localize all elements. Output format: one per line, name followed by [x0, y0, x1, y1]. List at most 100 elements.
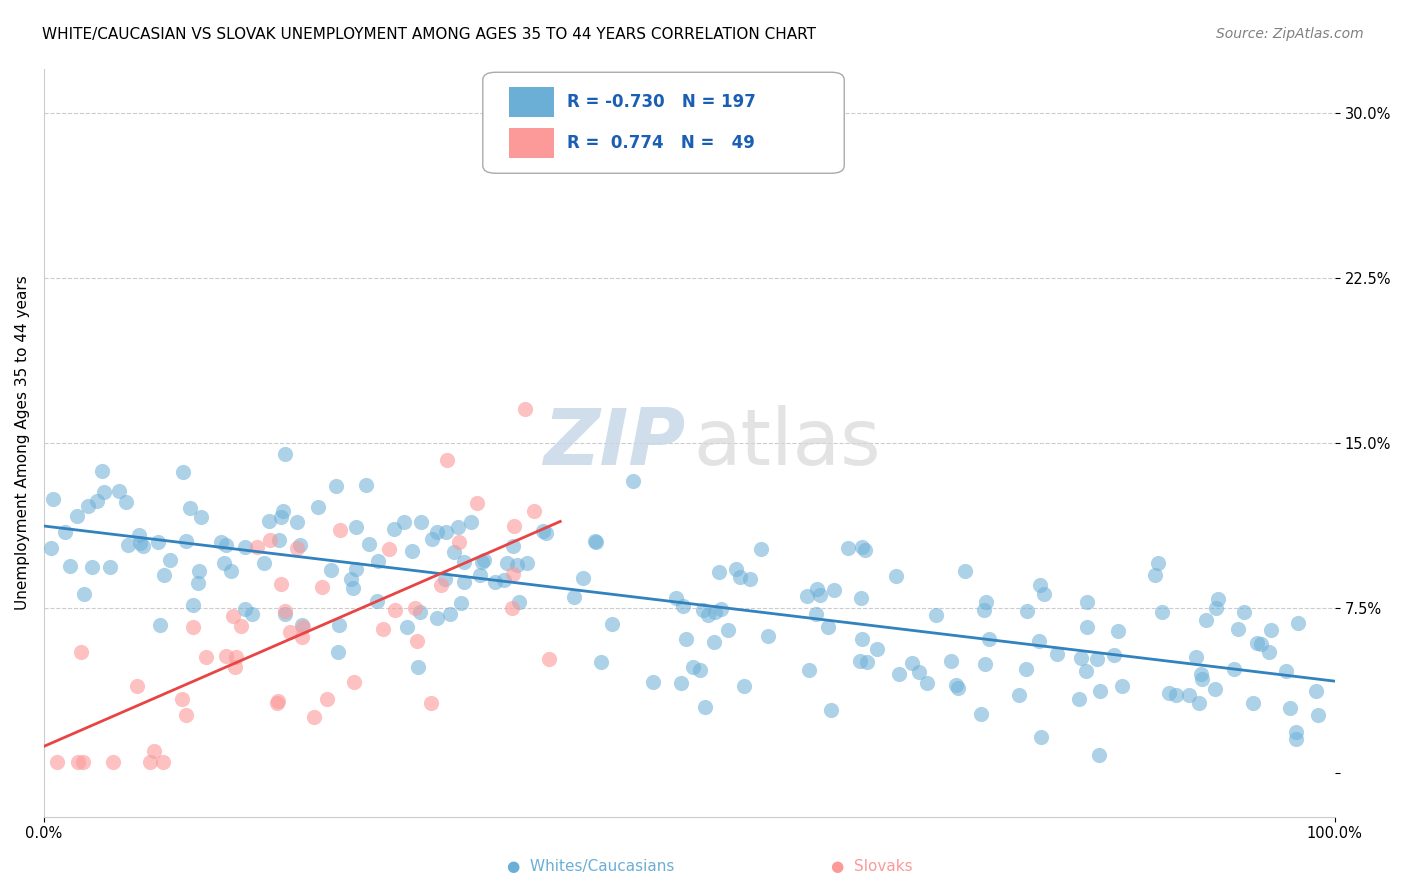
Point [621, 474, 644, 488]
Point [675, 632, 697, 646]
FancyBboxPatch shape [509, 87, 554, 117]
Point [280, 624, 302, 639]
Y-axis label: Unemployment Among Ages 35 to 44 years: Unemployment Among Ages 35 to 44 years [15, 276, 30, 610]
Point [253, 556, 276, 570]
Point [915, 676, 938, 690]
Point [484, 575, 506, 590]
Point [153, 568, 176, 582]
Point [181, 620, 204, 634]
Point [534, 525, 557, 540]
Point [672, 599, 695, 614]
Point [450, 596, 472, 610]
Point [266, 696, 288, 710]
Point [495, 556, 517, 570]
Point [1157, 686, 1180, 700]
Point [406, 633, 429, 648]
Point [395, 620, 418, 634]
Point [343, 675, 366, 690]
Text: Source: ZipAtlas.com: Source: ZipAtlas.com [1216, 27, 1364, 41]
Point [537, 652, 560, 666]
Point [339, 572, 361, 586]
Point [856, 655, 879, 669]
Point [219, 564, 242, 578]
Point [73, 587, 96, 601]
Point [326, 645, 349, 659]
Point [516, 556, 538, 570]
Point [470, 556, 492, 570]
Point [45, 755, 67, 769]
Point [1029, 730, 1052, 744]
Point [354, 478, 377, 492]
Point [806, 582, 828, 596]
Point [724, 562, 747, 576]
Point [1250, 637, 1272, 651]
Point [108, 484, 131, 499]
Point [468, 568, 491, 582]
Point [436, 453, 458, 467]
Point [271, 504, 294, 518]
Point [817, 620, 839, 634]
Point [1260, 624, 1282, 638]
Point [796, 589, 818, 603]
Point [59, 559, 82, 574]
Point [439, 607, 461, 621]
Text: R =  0.774   N =   49: R = 0.774 N = 49 [567, 135, 755, 153]
Point [804, 607, 827, 621]
Point [270, 576, 292, 591]
Point [1246, 635, 1268, 649]
Point [1028, 578, 1050, 592]
Text: R = -0.730   N = 197: R = -0.730 N = 197 [567, 93, 755, 112]
Point [1108, 624, 1130, 639]
Point [502, 519, 524, 533]
Point [453, 556, 475, 570]
Point [1285, 732, 1308, 747]
Point [101, 755, 124, 769]
Point [443, 545, 465, 559]
Point [344, 519, 367, 533]
Point [42, 491, 65, 506]
Point [738, 573, 761, 587]
Point [426, 524, 449, 539]
Point [907, 665, 929, 679]
Point [808, 588, 831, 602]
Point [973, 603, 995, 617]
Point [273, 607, 295, 621]
Point [465, 496, 488, 510]
Point [855, 543, 877, 558]
Point [447, 535, 470, 549]
Point [125, 679, 148, 693]
Point [302, 710, 325, 724]
Point [434, 572, 457, 586]
Point [91, 465, 114, 479]
Point [257, 514, 280, 528]
Point [946, 681, 969, 696]
Point [1088, 748, 1111, 763]
Point [665, 591, 688, 605]
Point [70, 645, 93, 659]
Point [86, 493, 108, 508]
Point [132, 539, 155, 553]
Point [115, 495, 138, 509]
Point [1070, 651, 1092, 665]
Point [1204, 681, 1226, 696]
Point [1015, 662, 1038, 676]
Point [523, 504, 546, 518]
Point [717, 623, 740, 637]
Point [1076, 664, 1098, 678]
Point [93, 485, 115, 500]
Point [460, 515, 482, 529]
Point [1284, 724, 1306, 739]
Point [837, 541, 859, 556]
Point [183, 599, 205, 613]
Point [117, 538, 139, 552]
Point [1195, 613, 1218, 627]
Point [494, 573, 516, 587]
Point [179, 501, 201, 516]
Point [409, 605, 432, 619]
Point [430, 578, 453, 592]
Point [316, 692, 339, 706]
Point [1185, 650, 1208, 665]
Point [970, 706, 993, 721]
Point [1033, 587, 1056, 601]
Point [585, 535, 607, 549]
